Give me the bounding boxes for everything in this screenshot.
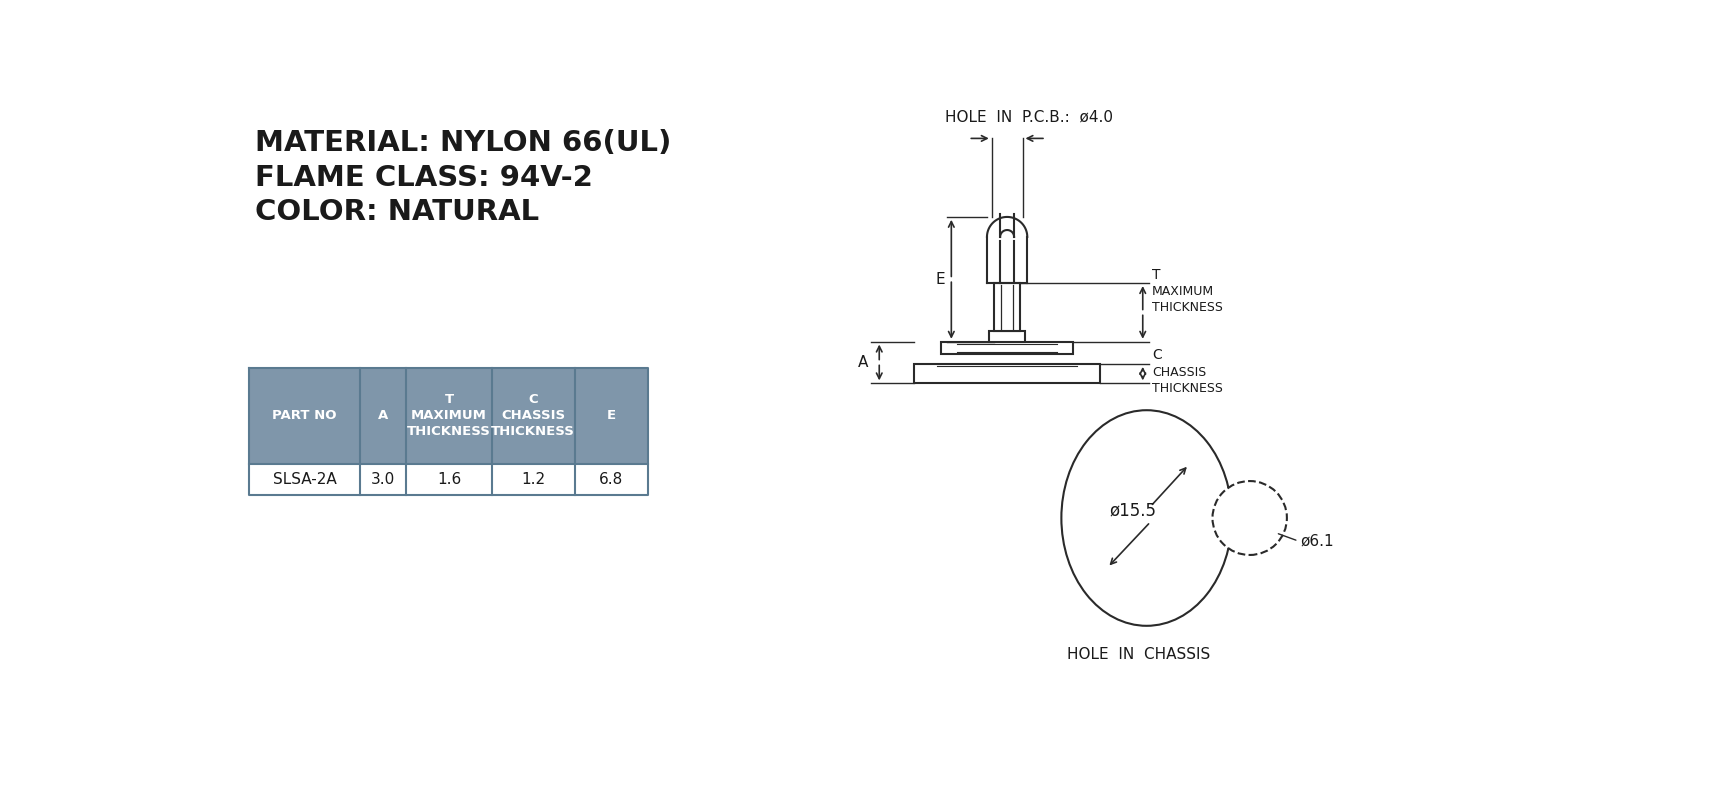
- Bar: [249, 464, 648, 495]
- Text: CHASSIS
THICKNESS: CHASSIS THICKNESS: [1152, 365, 1223, 395]
- Text: 6.8: 6.8: [599, 472, 624, 487]
- Circle shape: [1212, 481, 1287, 555]
- Text: E: E: [606, 410, 615, 422]
- Text: HOLE  IN  P.C.B.:  ø4.0: HOLE IN P.C.B.: ø4.0: [944, 110, 1112, 125]
- Text: 3.0: 3.0: [371, 472, 395, 487]
- Bar: [940, 341, 1072, 354]
- Text: PART NO: PART NO: [272, 410, 336, 422]
- Text: FLAME CLASS: 94V-2: FLAME CLASS: 94V-2: [255, 164, 592, 192]
- Text: MAXIMUM
THICKNESS: MAXIMUM THICKNESS: [1152, 285, 1223, 314]
- Text: 1.2: 1.2: [521, 472, 546, 487]
- Text: C
CHASSIS
THICKNESS: C CHASSIS THICKNESS: [490, 394, 575, 438]
- Text: HOLE  IN  CHASSIS: HOLE IN CHASSIS: [1067, 647, 1209, 662]
- Text: MATERIAL: NYLON 66(UL): MATERIAL: NYLON 66(UL): [255, 129, 672, 157]
- Text: A: A: [378, 410, 388, 422]
- Text: 1.6: 1.6: [436, 472, 461, 487]
- Text: A: A: [857, 355, 868, 370]
- Text: COLOR: NATURAL: COLOR: NATURAL: [255, 198, 539, 226]
- Text: T
MAXIMUM
THICKNESS: T MAXIMUM THICKNESS: [407, 394, 490, 438]
- Bar: [989, 331, 1024, 341]
- Text: C: C: [1152, 349, 1160, 363]
- Bar: [249, 368, 648, 464]
- Text: SLSA-2A: SLSA-2A: [272, 472, 336, 487]
- Text: ø6.1: ø6.1: [1301, 534, 1334, 549]
- Bar: [913, 364, 1100, 384]
- Text: E: E: [935, 272, 944, 287]
- Bar: [994, 283, 1020, 331]
- Ellipse shape: [1060, 410, 1231, 626]
- Text: ø15.5: ø15.5: [1108, 501, 1155, 519]
- Text: T: T: [1152, 268, 1160, 282]
